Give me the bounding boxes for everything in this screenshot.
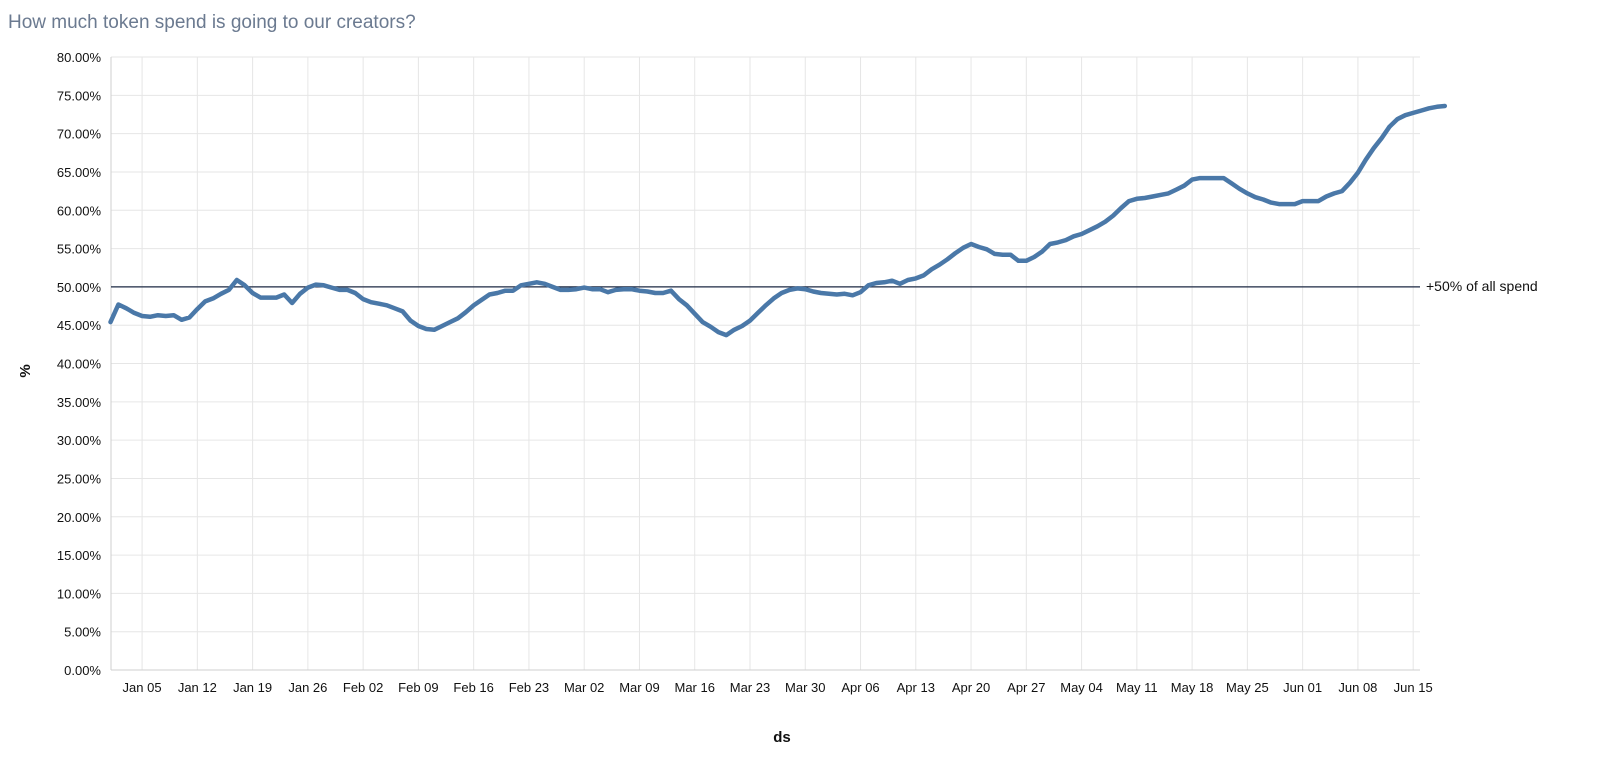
y-axis-ticks: 0.00% 5.00% 10.00% 15.00% 20.00% 25.00% 30.00%… — [57, 50, 102, 678]
grid-lines — [110, 56, 1420, 671]
y-tick-label: 60.00% — [57, 203, 102, 218]
x-tick-label: Mar 30 — [785, 680, 825, 695]
series-line — [108, 103, 1448, 338]
x-tick-label: Feb 02 — [343, 680, 383, 695]
x-tick-label: Mar 09 — [619, 680, 659, 695]
x-tick-label: Jun 08 — [1338, 680, 1377, 695]
x-tick-label: Apr 13 — [897, 680, 935, 695]
x-tick-label: Apr 27 — [1007, 680, 1045, 695]
y-tick-label: 65.00% — [57, 165, 102, 180]
x-tick-label: Jan 05 — [123, 680, 162, 695]
y-tick-label: 20.00% — [57, 510, 102, 525]
x-tick-label: Jan 19 — [233, 680, 272, 695]
x-axis-ticks: Jan 05 Jan 12 Jan 19 Jan 26 Feb 02 Feb 09 Feb … — [123, 680, 1433, 695]
chart-title: How much token spend is going to our cre… — [8, 12, 416, 33]
y-tick-label: 10.00% — [57, 586, 102, 601]
x-tick-label: Jan 26 — [288, 680, 327, 695]
y-tick-label: 70.00% — [57, 127, 102, 142]
y-tick-label: 80.00% — [57, 50, 102, 65]
y-tick-label: 5.00% — [64, 625, 101, 640]
y-axis-title: % — [17, 364, 34, 377]
y-tick-label: 30.00% — [57, 433, 102, 448]
y-tick-label: 15.00% — [57, 548, 102, 563]
y-tick-label: 40.00% — [57, 357, 102, 372]
x-tick-label: Mar 23 — [730, 680, 770, 695]
reference-line-label: +50% of all spend — [1426, 278, 1538, 294]
x-axis-title: ds — [773, 729, 791, 746]
y-tick-label: 25.00% — [57, 471, 102, 486]
x-tick-label: May 18 — [1171, 680, 1214, 695]
x-tick-label: Apr 06 — [841, 680, 879, 695]
x-tick-label: Jan 12 — [178, 680, 217, 695]
y-tick-label: 45.00% — [57, 318, 102, 333]
x-tick-label: May 04 — [1060, 680, 1103, 695]
x-tick-label: Jun 15 — [1394, 680, 1433, 695]
y-tick-label: 35.00% — [57, 395, 102, 410]
y-tick-label: 75.00% — [57, 88, 102, 103]
x-tick-label: Mar 16 — [674, 680, 714, 695]
y-tick-label: 55.00% — [57, 242, 102, 257]
y-tick-label: 50.00% — [57, 280, 102, 295]
y-tick-label: 0.00% — [64, 663, 101, 678]
series-group — [108, 103, 1448, 338]
x-tick-label: Feb 09 — [398, 680, 438, 695]
x-tick-label: May 25 — [1226, 680, 1269, 695]
x-tick-label: Feb 16 — [453, 680, 493, 695]
x-tick-label: Apr 20 — [952, 680, 990, 695]
x-tick-label: May 11 — [1116, 680, 1158, 695]
x-tick-label: Jun 01 — [1283, 680, 1322, 695]
x-tick-label: Feb 23 — [509, 680, 549, 695]
x-tick-label: Mar 02 — [564, 680, 604, 695]
